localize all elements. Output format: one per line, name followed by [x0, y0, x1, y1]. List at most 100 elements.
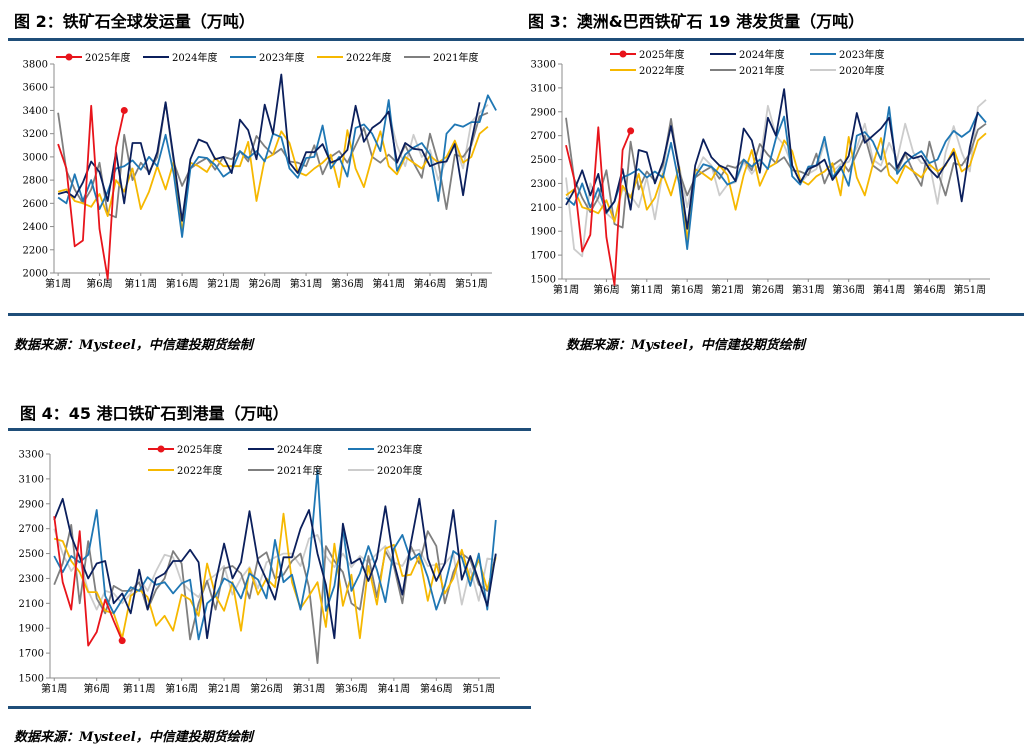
x-tick-label: 第6周: [86, 277, 112, 290]
series-line-2024年度: [53, 497, 497, 640]
legend-marker: [619, 50, 627, 58]
y-tick-label: 1700: [19, 649, 44, 660]
chart-2-top-rule: [520, 38, 1024, 41]
y-tick-label: 2700: [531, 131, 556, 142]
chart-1-global-shipments: 2000 2200 2400 2600 2800 3000 3200 3400 3600 3800…: [23, 51, 497, 290]
series-end-marker: [120, 106, 128, 114]
x-tick-label: 第6周: [84, 682, 110, 695]
x-tick-label: 第21周: [207, 277, 240, 290]
legend-marker: [65, 53, 73, 61]
x-tick-label: 第46周: [414, 277, 447, 290]
x-tick-label: 第46周: [913, 283, 946, 296]
series-line-2022年度: [57, 126, 489, 234]
x-tick-label: 第26周: [248, 277, 281, 290]
chart-1-top-rule: [8, 38, 522, 41]
y-tick-label: 2500: [531, 155, 556, 166]
x-tick-label: 第16周: [165, 682, 198, 695]
series-line-2023年度: [57, 94, 497, 238]
y-tick-label: 2500: [19, 549, 44, 560]
legend-label: 2025年度: [85, 51, 130, 64]
y-tick-label: 3400: [23, 106, 48, 117]
x-tick-label: 第46周: [420, 682, 453, 695]
legend-label: 2025年度: [177, 443, 222, 456]
chart-2-title: 图 3：澳洲&巴西铁矿石 19 港发货量（万吨）: [528, 12, 865, 31]
series-line-2025年度: [57, 104, 126, 280]
x-tick-label: 第36周: [331, 277, 364, 290]
y-tick-label: 2600: [23, 199, 48, 210]
legend-label: 2021年度: [277, 464, 322, 477]
y-tick-label: 2100: [19, 599, 44, 610]
y-tick-label: 1700: [531, 251, 556, 262]
y-tick-label: 3300: [531, 60, 556, 71]
chart-3-bottom-rule: [8, 706, 531, 709]
chart-3-title: 图 4：45 港口铁矿石到港量（万吨）: [20, 404, 289, 423]
series-line-2022年度: [53, 512, 497, 640]
x-tick-label: 第41周: [378, 682, 411, 695]
x-tick-label: 第31周: [293, 682, 326, 695]
y-tick-label: 3100: [531, 83, 556, 94]
y-tick-label: 2300: [19, 574, 44, 585]
x-tick-label: 第51周: [455, 277, 488, 290]
legend-label: 2020年度: [377, 464, 422, 477]
x-tick-label: 第26周: [752, 283, 785, 296]
x-tick-label: 第16周: [166, 277, 199, 290]
y-tick-label: 2300: [531, 179, 556, 190]
legend-marker: [157, 445, 165, 453]
y-tick-label: 2100: [531, 203, 556, 214]
x-tick-label: 第31周: [290, 277, 323, 290]
legend-label: 2021年度: [433, 51, 478, 64]
series-end-marker: [627, 127, 635, 135]
legend-label: 2024年度: [739, 48, 784, 61]
series-line-2024年度: [565, 88, 979, 230]
y-tick-label: 2900: [19, 499, 44, 510]
y-tick-label: 2000: [23, 269, 48, 280]
chart-1-bottom-rule: [8, 313, 522, 316]
y-tick-label: 1500: [19, 674, 44, 685]
y-tick-label: 3800: [23, 60, 48, 71]
chart-3-source: 数据来源：Mysteel，中信建投期货绘制: [14, 730, 253, 745]
chart-2-aus-brazil-shipments: 1500 1700 1900 2100 2300 2500 2700 2900 3100 3300…: [531, 48, 990, 296]
x-tick-label: 第1周: [553, 283, 579, 296]
legend-label: 2022年度: [639, 64, 684, 77]
chart-1-source: 数据来源：Mysteel，中信建投期货绘制: [14, 338, 253, 353]
y-tick-label: 3600: [23, 83, 48, 94]
y-tick-label: 1900: [19, 624, 44, 635]
y-tick-label: 3000: [23, 152, 48, 163]
legend-label: 2024年度: [172, 51, 217, 64]
series-end-marker: [118, 637, 126, 645]
x-tick-label: 第1周: [41, 682, 67, 695]
y-tick-label: 2200: [23, 245, 48, 256]
series-line-2023年度: [53, 469, 497, 641]
legend-label: 2023年度: [839, 48, 884, 61]
y-tick-label: 1900: [531, 227, 556, 238]
x-tick-label: 第31周: [792, 283, 825, 296]
y-tick-label: 2800: [23, 176, 48, 187]
x-tick-label: 第21周: [711, 283, 744, 296]
x-tick-label: 第26周: [250, 682, 283, 695]
x-tick-label: 第51周: [953, 283, 986, 296]
legend-label: 2023年度: [259, 51, 304, 64]
x-tick-label: 第11周: [630, 283, 663, 296]
x-tick-label: 第41周: [372, 277, 405, 290]
x-tick-label: 第36周: [335, 682, 368, 695]
x-tick-label: 第41周: [873, 283, 906, 296]
y-tick-label: 3200: [23, 129, 48, 140]
legend-label: 2023年度: [377, 443, 422, 456]
y-tick-label: 2700: [19, 524, 44, 535]
x-tick-label: 第51周: [462, 682, 495, 695]
chart-2-source: 数据来源：Mysteel，中信建投期货绘制: [566, 338, 805, 353]
chart-1-title: 图 2：铁矿石全球发运量（万吨）: [14, 12, 255, 31]
y-tick-label: 2900: [531, 107, 556, 118]
x-tick-label: 第1周: [45, 277, 71, 290]
x-tick-label: 第16周: [671, 283, 704, 296]
legend-label: 2025年度: [639, 48, 684, 61]
y-tick-label: 3100: [19, 474, 44, 485]
legend-label: 2022年度: [177, 464, 222, 477]
series-line-2025年度: [565, 126, 632, 286]
x-tick-label: 第11周: [123, 682, 156, 695]
legend-label: 2020年度: [839, 64, 884, 77]
series-line-2024年度: [57, 73, 481, 222]
x-tick-label: 第11周: [124, 277, 157, 290]
chart-3-top-rule: [8, 428, 531, 431]
series-line-2025年度: [53, 516, 124, 647]
